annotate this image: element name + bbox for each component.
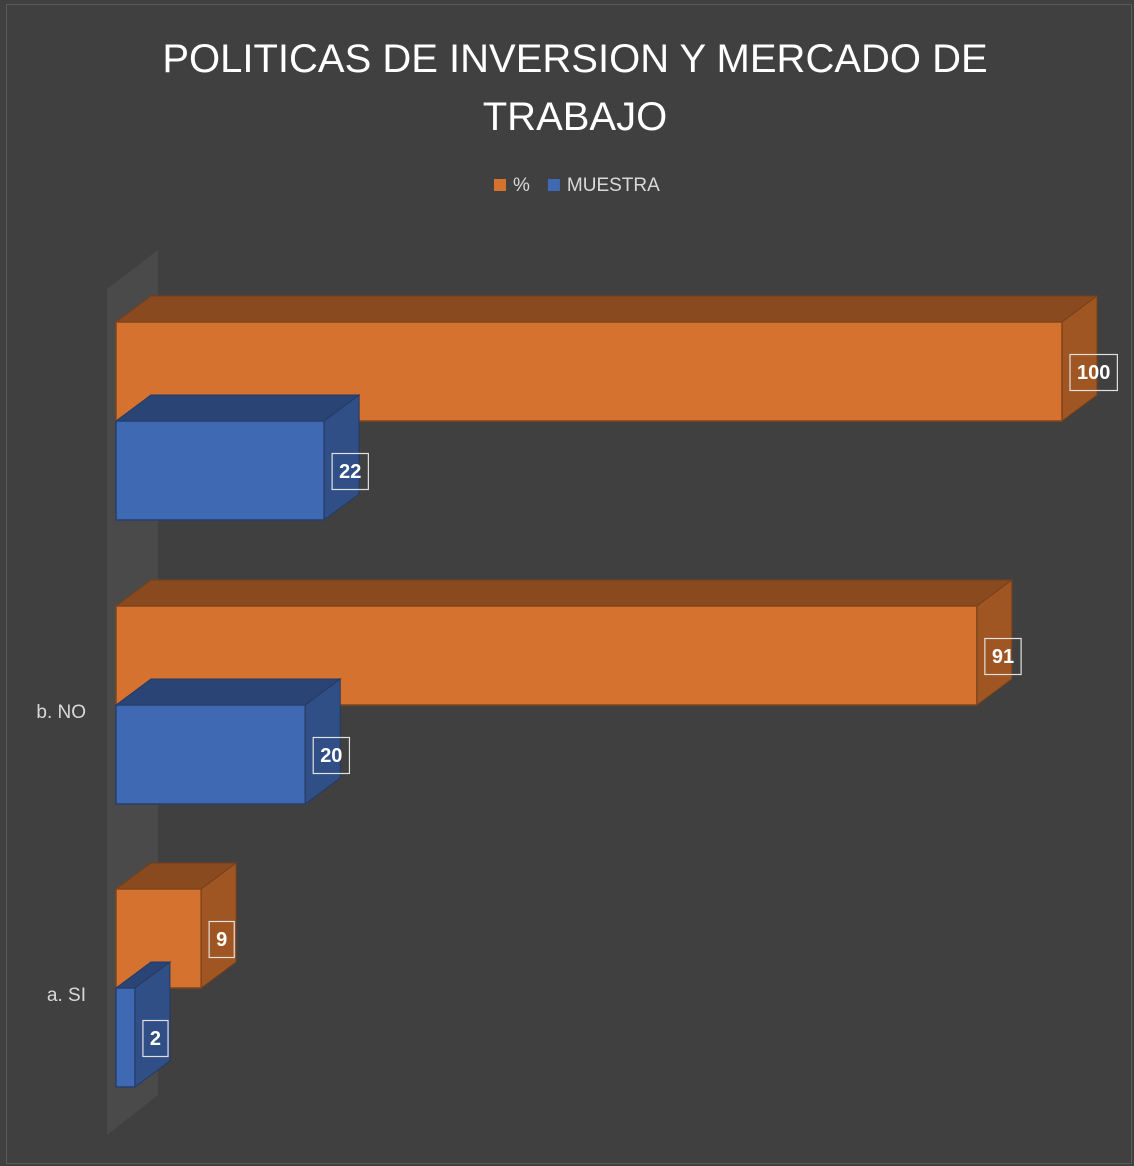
- bar: [114, 961, 172, 1088]
- bar: [114, 678, 342, 805]
- data-label: 20: [320, 745, 342, 767]
- data-label-box: [208, 920, 235, 959]
- bar-top: [114, 394, 361, 422]
- chart-title: POLITICAS DE INVERSION Y MERCADO DE TRAB…: [162, 37, 988, 139]
- bar: [114, 862, 238, 989]
- data-label-box: [1069, 353, 1118, 392]
- bar-top: [114, 295, 1099, 323]
- data-label: 100: [1077, 362, 1110, 384]
- category-label: b. NO: [36, 702, 86, 723]
- bar-front: [115, 704, 306, 805]
- data-label: 9: [216, 929, 227, 951]
- legend-label: MUESTRA: [567, 175, 660, 196]
- legend-label: %: [513, 175, 530, 196]
- data-label-box: [142, 1019, 169, 1058]
- legend-swatch: [547, 179, 560, 191]
- data-label: 91: [992, 646, 1014, 668]
- data-label-box: [312, 736, 351, 775]
- bar-front: [115, 420, 325, 521]
- bar: [114, 394, 361, 521]
- data-label-box: [984, 637, 1022, 676]
- bar: [114, 295, 1099, 422]
- category-label: a. SI: [47, 985, 86, 1006]
- legend-swatch: [494, 179, 506, 191]
- data-label: 22: [339, 461, 361, 483]
- data-label-box: [331, 452, 369, 491]
- bar-top: [114, 678, 342, 706]
- bar-top: [114, 579, 1014, 607]
- bar-front: [115, 987, 136, 1088]
- data-label: 2: [150, 1028, 161, 1050]
